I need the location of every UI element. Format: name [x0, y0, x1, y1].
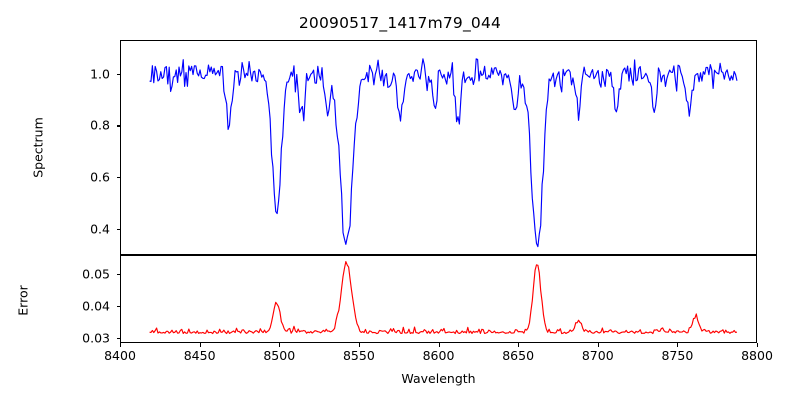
- x-tick-label: 8650: [502, 348, 535, 363]
- x-tick-mark: [199, 343, 201, 347]
- x-tick-label: 8550: [342, 348, 375, 363]
- x-tick-mark: [757, 343, 759, 347]
- x-axis-label: Wavelength: [401, 371, 476, 386]
- error-y-tick-mark: [116, 274, 120, 276]
- error-y-tick-label: 0.04: [82, 298, 110, 314]
- x-tick-mark: [677, 343, 679, 347]
- x-tick-label: 8600: [422, 348, 455, 363]
- spectrum-y-tick-mark: [116, 73, 120, 75]
- x-tick-label: 8800: [741, 348, 773, 363]
- x-tick-mark: [358, 343, 360, 347]
- spectrum-y-tick-mark: [116, 177, 120, 179]
- x-tick-label: 8500: [263, 348, 296, 363]
- error-y-tick-label: 0.05: [82, 266, 110, 282]
- error-y-tick-label: 0.03: [82, 330, 110, 346]
- spectrum-y-tick-label: 1.0: [90, 66, 110, 82]
- spectrum-trace: [150, 59, 737, 247]
- error-y-tick-mark: [116, 306, 120, 308]
- x-tick-mark: [597, 343, 599, 347]
- x-tick-label: 8700: [581, 348, 614, 363]
- spectrum-y-axis-label: Spectrum: [30, 116, 46, 178]
- error-y-tick-mark: [116, 338, 120, 340]
- x-tick-label: 8750: [661, 348, 694, 363]
- spectrum-axes: [120, 40, 757, 255]
- x-tick-label: 8400: [104, 348, 136, 363]
- x-tick-mark: [438, 343, 440, 347]
- spectrum-y-tick-label: 0.6: [90, 169, 110, 185]
- error-axes: [120, 255, 757, 343]
- error-plot-area: [121, 256, 756, 342]
- spectrum-y-tick-mark: [116, 229, 120, 231]
- spectrum-y-tick-mark: [116, 125, 120, 127]
- figure-title: 20090517_1417m79_044: [298, 14, 502, 32]
- x-tick-label: 8450: [183, 348, 216, 363]
- x-tick-mark: [518, 343, 520, 347]
- spectrum-y-tick-label: 0.8: [90, 117, 110, 133]
- x-tick-mark: [120, 343, 122, 347]
- spectrum-plot-area: [121, 41, 756, 254]
- error-trace: [150, 262, 737, 334]
- spectrum-y-tick-label: 0.4: [90, 221, 110, 237]
- x-tick-mark: [279, 343, 281, 347]
